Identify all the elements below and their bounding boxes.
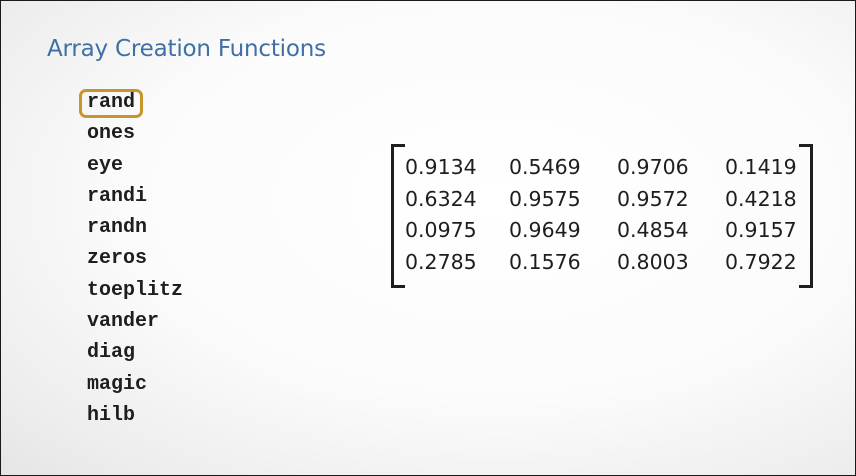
function-item-randn: randn [87, 214, 183, 245]
function-label: randi [87, 184, 148, 208]
function-item-vander: vander [87, 308, 183, 339]
matrix-cell: 0.1419 [725, 155, 797, 179]
matrix-display: 0.9134 0.5469 0.9706 0.1419 0.6324 0.957… [391, 144, 813, 288]
matrix-cell: 0.9649 [509, 218, 581, 242]
matrix-cell: 0.9157 [725, 218, 797, 242]
matrix-cell: 0.9706 [617, 155, 689, 179]
function-label: hilb [87, 403, 136, 427]
function-label: eye [87, 153, 124, 177]
function-item-magic: magic [87, 371, 183, 402]
matrix-cell: 0.9572 [617, 186, 689, 211]
function-label: magic [87, 372, 148, 396]
matrix-cell: 0.5469 [509, 155, 581, 179]
function-label: diag [87, 341, 136, 365]
matrix-right-bracket [799, 144, 813, 288]
function-item-hilb: hilb [87, 402, 183, 433]
function-label: vander [87, 310, 160, 334]
function-item-rand: rand [78, 89, 183, 120]
matrix-cell: 0.2785 [405, 249, 477, 274]
function-item-diag: diag [87, 339, 183, 370]
matrix-grid: 0.9134 0.5469 0.9706 0.1419 0.6324 0.957… [405, 152, 815, 278]
matrix-cell: 0.4218 [725, 186, 797, 211]
slide-title: Array Creation Functions [47, 36, 326, 62]
matrix-left-bracket [391, 144, 405, 288]
function-item-eye: eye [87, 152, 183, 183]
function-label: zeros [87, 247, 148, 271]
function-label: ones [87, 122, 136, 146]
function-item-randi: randi [87, 183, 183, 214]
function-label: toeplitz [87, 278, 184, 302]
function-label: rand [78, 89, 144, 118]
function-item-zeros: zeros [87, 245, 183, 276]
function-item-toeplitz: toeplitz [87, 277, 183, 308]
function-item-ones: ones [87, 120, 183, 151]
matrix-cell: 0.8003 [617, 249, 689, 274]
matrix-cell: 0.0975 [405, 218, 477, 242]
function-list: rand ones eye randi randn zeros toeplitz… [78, 89, 183, 433]
matrix-cell: 0.9134 [405, 155, 477, 179]
function-label: randn [87, 216, 148, 240]
matrix-cell: 0.7922 [725, 249, 797, 274]
matrix-cell: 0.6324 [405, 186, 477, 211]
matrix-cell: 0.1576 [509, 249, 581, 274]
matrix-cell: 0.9575 [509, 186, 581, 211]
matrix-cell: 0.4854 [617, 218, 689, 242]
